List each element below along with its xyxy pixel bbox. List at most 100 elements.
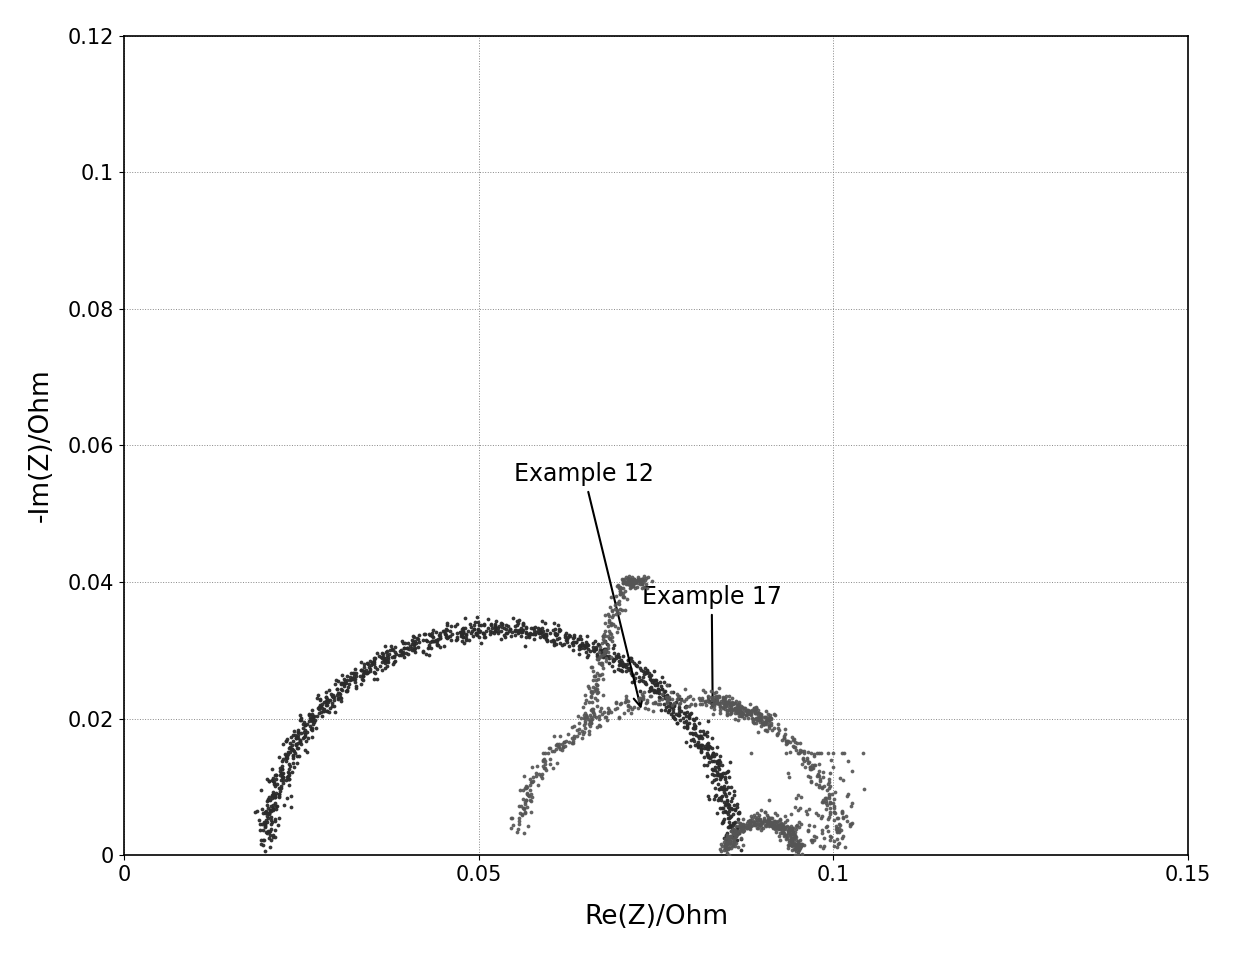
Point xyxy=(273,769,292,785)
Point xyxy=(720,697,740,713)
Point xyxy=(769,818,789,833)
Point xyxy=(424,633,444,649)
Point xyxy=(748,724,768,740)
Point xyxy=(452,625,472,640)
Point xyxy=(591,655,611,671)
Point xyxy=(833,745,852,761)
Point xyxy=(746,818,766,833)
Point xyxy=(774,727,794,742)
Point xyxy=(263,787,282,803)
Point xyxy=(416,647,436,662)
Point xyxy=(596,650,616,666)
Point xyxy=(756,818,776,833)
Point xyxy=(725,824,745,839)
Point xyxy=(703,748,722,764)
Point xyxy=(523,627,543,642)
Point xyxy=(776,832,795,847)
Point xyxy=(710,771,730,787)
Point xyxy=(756,713,776,728)
Point xyxy=(559,726,579,741)
Point xyxy=(414,644,434,659)
Point xyxy=(259,791,279,807)
Point xyxy=(714,765,733,781)
Point xyxy=(774,728,794,743)
Point xyxy=(361,653,380,669)
Point xyxy=(719,695,738,710)
Point xyxy=(724,703,743,718)
Point xyxy=(258,805,278,820)
Point xyxy=(691,741,711,756)
Point xyxy=(622,576,642,591)
Point xyxy=(305,715,325,730)
Point xyxy=(733,823,753,838)
Point xyxy=(757,816,777,832)
Point xyxy=(774,819,794,834)
Point xyxy=(280,759,300,774)
Point xyxy=(589,636,608,651)
Point xyxy=(715,803,735,818)
Point xyxy=(776,827,795,842)
Point xyxy=(535,616,555,631)
Point xyxy=(597,705,617,720)
Point xyxy=(261,821,281,836)
Point xyxy=(724,826,743,841)
Point xyxy=(533,770,553,786)
Point xyxy=(611,581,631,596)
Point xyxy=(615,602,634,617)
Point xyxy=(774,825,794,840)
Point xyxy=(430,639,450,654)
Point xyxy=(576,634,596,650)
Point xyxy=(523,621,543,636)
Point xyxy=(621,578,641,593)
Point xyxy=(724,822,743,837)
Point xyxy=(719,829,738,844)
Point xyxy=(403,634,422,650)
Point xyxy=(492,616,512,631)
Point xyxy=(709,776,729,791)
Point xyxy=(299,707,318,722)
Point xyxy=(576,640,596,655)
Point xyxy=(804,828,824,843)
Point xyxy=(731,830,751,845)
Point xyxy=(750,811,769,827)
Point xyxy=(263,787,282,802)
Point xyxy=(263,788,282,804)
Point xyxy=(712,800,732,815)
Point xyxy=(711,781,731,796)
Point xyxy=(476,624,496,639)
Point xyxy=(332,682,352,697)
Point xyxy=(813,809,833,824)
Point xyxy=(487,614,507,629)
Point xyxy=(696,728,716,743)
Point xyxy=(762,819,782,834)
Point xyxy=(698,724,717,740)
Point xyxy=(290,735,310,750)
Point xyxy=(737,704,757,719)
Point xyxy=(799,802,819,817)
Point xyxy=(250,822,270,837)
Point xyxy=(709,689,729,704)
Point xyxy=(574,638,593,653)
Point xyxy=(762,814,782,830)
Point xyxy=(310,699,330,715)
Point xyxy=(475,629,494,645)
Point xyxy=(518,787,538,803)
Point xyxy=(720,833,740,849)
Point xyxy=(716,769,736,785)
Point xyxy=(778,837,798,853)
Point xyxy=(787,840,807,855)
Point xyxy=(510,783,530,798)
Point xyxy=(820,795,840,810)
Point xyxy=(729,709,748,724)
Point xyxy=(782,836,802,852)
Point xyxy=(471,636,491,651)
Point xyxy=(779,820,799,835)
Point xyxy=(316,694,336,709)
Point xyxy=(611,585,631,601)
Point xyxy=(422,629,442,645)
Point xyxy=(724,783,743,798)
Point xyxy=(753,820,773,835)
Point xyxy=(679,709,699,724)
Point xyxy=(721,699,741,715)
Point xyxy=(782,843,802,858)
